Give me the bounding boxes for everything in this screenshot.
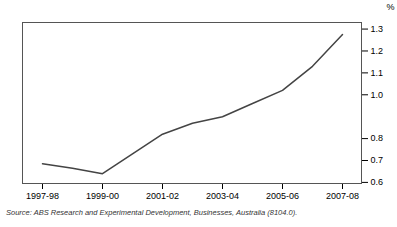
svg-text:2007-08: 2007-08 <box>326 191 359 201</box>
svg-text:1.2: 1.2 <box>371 46 384 56</box>
svg-text:2003-04: 2003-04 <box>206 191 239 201</box>
html-text:Source: ABS Research and Exper: Source: ABS Research and Experimental De… <box>6 208 298 217</box>
svg-text:0.6: 0.6 <box>371 177 384 187</box>
svg-text:2001-02: 2001-02 <box>146 191 179 201</box>
svg-text:1997-98: 1997-98 <box>26 191 59 201</box>
svg-text:1.1: 1.1 <box>371 68 384 78</box>
svg-text:0.7: 0.7 <box>371 155 384 165</box>
svg-text:0.8: 0.8 <box>371 133 384 143</box>
svg-text:%: % <box>386 2 394 12</box>
svg-text:2005-06: 2005-06 <box>266 191 299 201</box>
svg-text:1999-00: 1999-00 <box>86 191 119 201</box>
svg-text:1.0: 1.0 <box>371 90 384 100</box>
svg-text:1.3: 1.3 <box>371 24 384 34</box>
